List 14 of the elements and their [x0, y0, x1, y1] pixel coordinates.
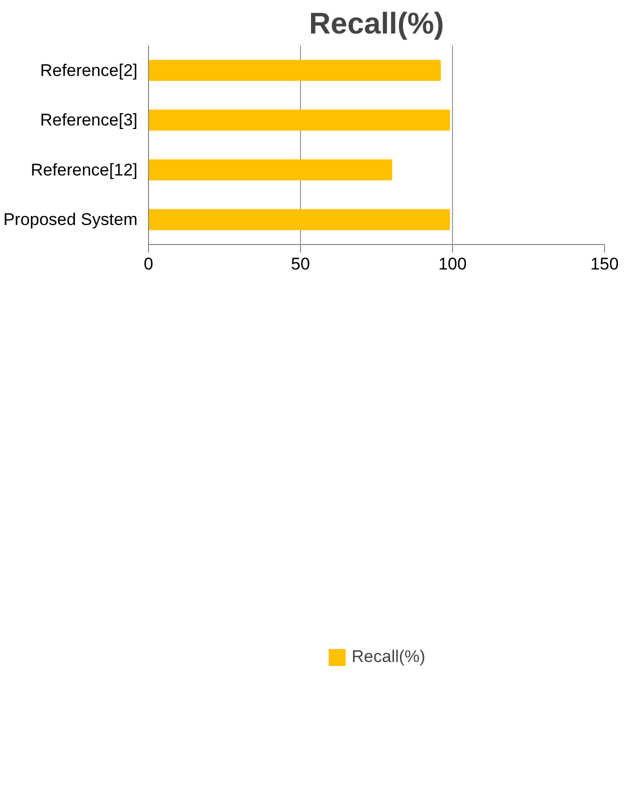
- legend-label: Recall(%): [352, 647, 426, 667]
- bar: [148, 110, 450, 131]
- y-tick-label: Reference[12]: [30, 160, 138, 180]
- y-tick-label: Reference[3]: [40, 110, 138, 130]
- bar: [148, 209, 450, 230]
- x-tick-label: 0: [144, 254, 154, 274]
- x-tick-label: 100: [438, 254, 467, 274]
- x-tick-label: 150: [590, 254, 619, 274]
- y-tick-label: Proposed System: [3, 210, 138, 230]
- chart-title: Recall(%): [308, 8, 444, 40]
- bar: [148, 60, 441, 81]
- y-tick-label: Reference[2]: [40, 60, 138, 80]
- bar: [148, 159, 392, 180]
- x-tick-label: 50: [291, 254, 310, 274]
